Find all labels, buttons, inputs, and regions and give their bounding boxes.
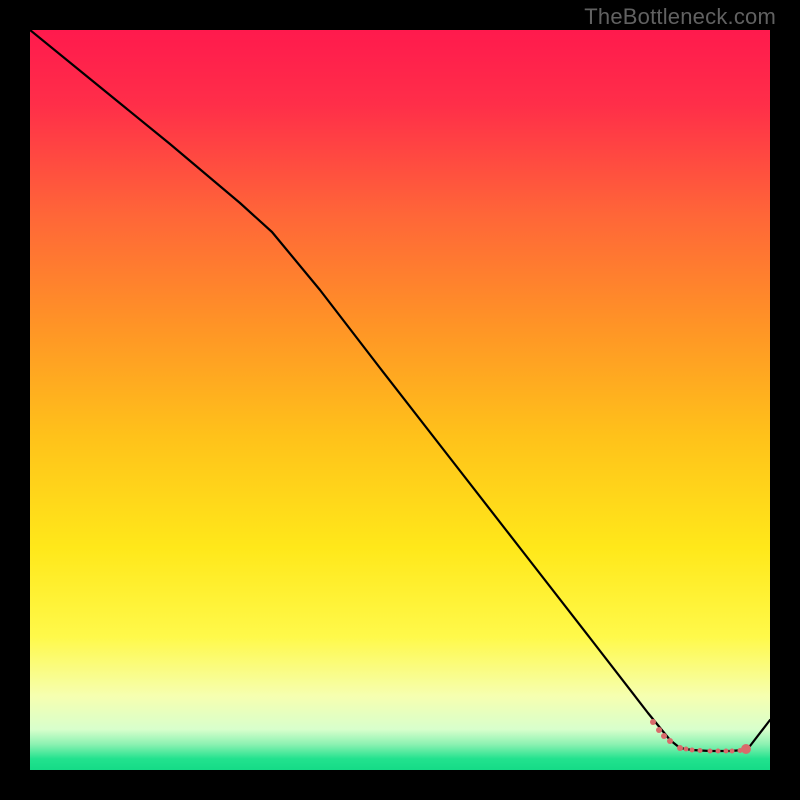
valley-marker — [650, 719, 656, 725]
chart-overlay — [30, 30, 770, 770]
valley-marker — [716, 749, 721, 754]
chart-canvas: TheBottleneck.com — [0, 0, 800, 800]
valley-markers-group — [650, 719, 751, 754]
valley-marker — [656, 727, 662, 733]
valley-marker — [667, 738, 673, 744]
valley-marker — [677, 745, 683, 751]
valley-marker — [741, 744, 751, 754]
valley-marker — [708, 749, 713, 754]
plot-area — [30, 30, 770, 770]
valley-marker — [730, 749, 735, 754]
valley-marker — [684, 747, 689, 752]
valley-marker — [724, 749, 729, 754]
valley-marker — [690, 748, 695, 753]
valley-marker — [698, 748, 703, 753]
bottleneck-curve-line — [30, 30, 770, 751]
watermark-text: TheBottleneck.com — [584, 4, 776, 30]
valley-marker — [661, 733, 667, 739]
